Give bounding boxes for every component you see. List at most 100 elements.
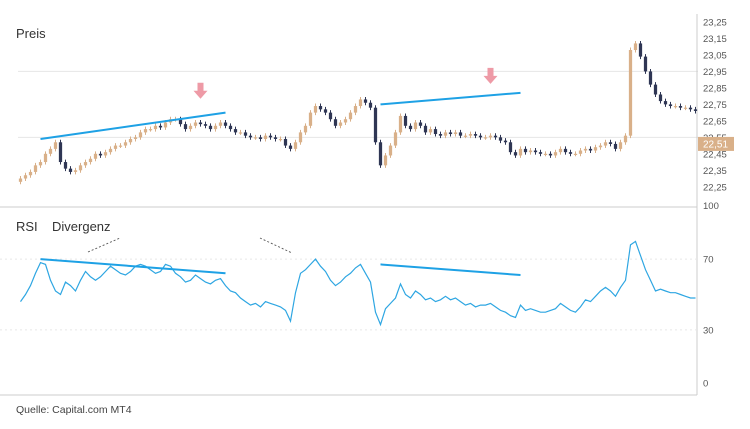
candle-body [298, 132, 303, 143]
candle-body [138, 132, 143, 138]
candle [248, 133, 253, 140]
candle-body [673, 106, 678, 108]
candle [658, 92, 663, 104]
price-tick-label: 22,25 [703, 182, 727, 193]
candle-body [343, 119, 348, 123]
candle [63, 159, 68, 172]
candle-body [448, 132, 453, 135]
candle [523, 146, 528, 155]
candle-body [163, 122, 168, 128]
price-tick-label: 22,45 [703, 149, 727, 160]
candle [653, 82, 658, 97]
candle [193, 120, 198, 129]
grid-layer [0, 14, 698, 396]
candle-body [283, 138, 288, 146]
candle [198, 120, 203, 127]
candle [573, 151, 578, 157]
candle-body [623, 135, 628, 143]
rsi-tick-label: 70 [703, 255, 714, 266]
candle [238, 129, 243, 135]
rsi-tick-label: 100 [703, 201, 719, 212]
price-panel [18, 40, 698, 185]
candle-body [338, 122, 343, 126]
candle [668, 101, 673, 109]
candle-body [223, 122, 228, 126]
down-arrow-icon [483, 67, 498, 84]
candle-body [633, 43, 638, 51]
candle-body [563, 148, 568, 153]
divergence-connector [87, 237, 121, 253]
candle-body [523, 148, 528, 153]
candle [543, 151, 548, 157]
candle [608, 139, 613, 147]
candle [423, 123, 428, 135]
candle [663, 98, 668, 107]
candle-body [368, 102, 373, 108]
price-tick-label: 22,75 [703, 100, 727, 111]
candle-body [538, 152, 543, 154]
candle [48, 146, 53, 157]
candle-body [533, 150, 538, 153]
candle-body [273, 137, 278, 139]
candle [293, 139, 298, 152]
candle-body [63, 162, 68, 169]
candle [253, 134, 258, 140]
candle-body [378, 142, 383, 166]
candle [338, 120, 343, 129]
last-price-label: 22,51 [703, 139, 728, 150]
candle [123, 139, 128, 149]
candle [538, 149, 543, 157]
candle-body [313, 106, 318, 113]
candle [683, 105, 688, 111]
candle [438, 131, 443, 139]
candle [488, 133, 493, 140]
candle [623, 133, 628, 145]
candle-body [678, 106, 683, 108]
candle-body [18, 178, 23, 182]
candle [308, 110, 313, 129]
candle-body [183, 124, 188, 130]
price-tick-label: 23,05 [703, 50, 727, 61]
candle [283, 136, 288, 149]
candle-body [488, 135, 493, 138]
candle [503, 138, 508, 145]
candle-body [258, 137, 263, 139]
candle [593, 144, 598, 153]
candle [558, 146, 563, 155]
candle-body [353, 106, 358, 113]
rsi-divergence-annotation: Divergenz [52, 219, 111, 234]
candle [208, 123, 213, 132]
candle-body [553, 152, 558, 156]
candle-body [228, 125, 233, 130]
candle [28, 169, 33, 178]
candle-body [468, 134, 473, 136]
candle-body [108, 148, 113, 153]
candle [408, 123, 413, 132]
candle-body [613, 143, 618, 149]
candle [113, 143, 118, 152]
candle [618, 139, 623, 152]
candle-body [473, 134, 478, 136]
candle [128, 136, 133, 145]
candle-body [58, 142, 63, 163]
candle-body [78, 165, 83, 171]
candle [183, 121, 188, 132]
candle [243, 129, 248, 139]
candle [368, 100, 373, 111]
candle-body [683, 107, 688, 109]
candle [518, 146, 523, 158]
candle-body [153, 125, 158, 130]
candle [288, 143, 293, 152]
candle-body [363, 99, 368, 103]
candle-body [543, 153, 548, 156]
rsi-panel-title: RSI [16, 219, 38, 234]
candle [23, 172, 28, 181]
candle [93, 151, 98, 162]
candle-body [123, 142, 128, 146]
candle-body [333, 119, 338, 126]
candle [638, 40, 643, 60]
candle [333, 116, 338, 129]
candle-body [208, 125, 213, 130]
candle-body [498, 137, 503, 141]
candle [43, 151, 48, 165]
